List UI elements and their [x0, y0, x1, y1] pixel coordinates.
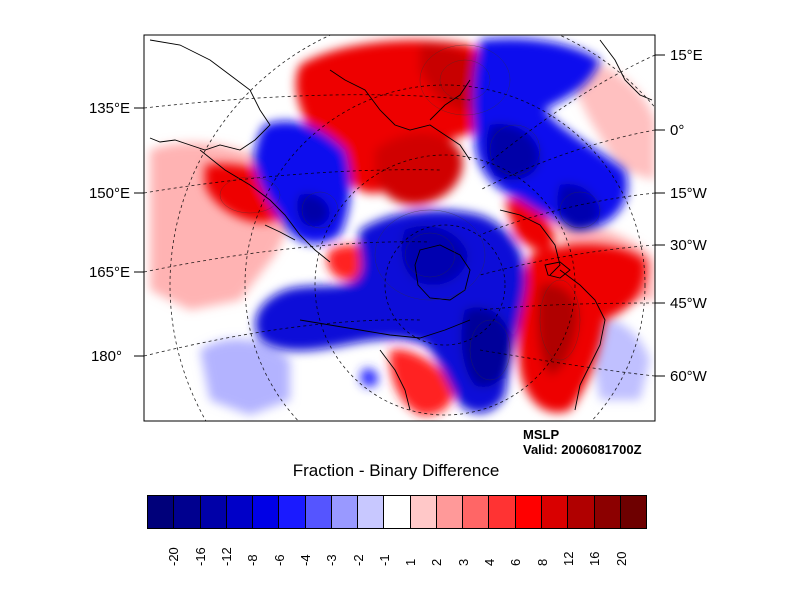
colorbar-label: 12	[561, 551, 577, 566]
colorbar-swatch	[331, 496, 359, 528]
colorbar-label: 20	[613, 551, 629, 566]
map-plot-area	[144, 35, 655, 421]
colorbar	[147, 495, 647, 529]
colorbar-swatch	[568, 496, 595, 528]
colorbar-label: 2	[429, 558, 445, 566]
colorbar-label: 4	[482, 558, 498, 566]
colorbar-swatch	[515, 496, 542, 528]
colorbar-swatch	[594, 496, 621, 528]
anomaly-regions	[205, 38, 646, 416]
lon-label-left: 150°E	[88, 185, 130, 202]
tick-marks	[134, 54, 665, 377]
plot-title: Fraction - Binary Difference	[292, 461, 500, 480]
graticule	[144, 35, 655, 421]
colorbar-label: 1	[403, 558, 419, 566]
colorbar-label: 8	[534, 558, 550, 566]
colorbar-swatch	[463, 496, 490, 528]
colorbar-label: -16	[192, 547, 208, 566]
colorbar-swatch	[305, 496, 332, 528]
lon-label-right: 15°W	[670, 185, 707, 202]
isolines	[219, 44, 601, 381]
colorbar-label: -2	[350, 554, 366, 566]
colorbar-label: -3	[324, 554, 340, 566]
colorbar-swatch	[541, 496, 569, 528]
lon-label-right: 15°E	[670, 47, 703, 64]
colorbar-label: 3	[455, 558, 471, 566]
colorbar-swatch	[489, 496, 516, 528]
colorbar-label: -4	[297, 554, 313, 566]
colorbar-swatch	[200, 496, 227, 528]
colorbar-label: -1	[376, 554, 392, 566]
field-name: MSLP	[523, 427, 560, 442]
colorbar-swatch	[410, 496, 437, 528]
colorbar-labels: -20 -16 -12 -8 -6 -4 -3 -2 -1 1 2 3 4 6 8 12 16 20	[147, 532, 647, 572]
colorbar-label: -8	[245, 554, 261, 566]
colorbar-swatch	[384, 496, 411, 528]
colorbar-swatch	[279, 496, 306, 528]
colorbar-swatch	[253, 496, 280, 528]
colorbar-label: 6	[508, 558, 524, 566]
colorbar-swatch	[226, 496, 254, 528]
colorbar-swatch	[148, 496, 175, 528]
lon-label-left: 165°E	[88, 264, 130, 281]
colorbar-label: -12	[218, 547, 234, 566]
valid-time: Valid: 2006081700Z	[523, 442, 642, 457]
lon-label-right: 60°W	[670, 368, 707, 385]
colorbar-swatch	[436, 496, 464, 528]
colorbar-swatch	[358, 496, 385, 528]
lon-label-left: 135°E	[88, 100, 130, 117]
colorbar-swatch	[174, 496, 201, 528]
colorbar-label: -20	[166, 547, 182, 566]
colorbar-swatch	[620, 496, 647, 528]
map-frame	[143, 34, 656, 422]
lon-label-right: 30°W	[670, 237, 707, 254]
colorbar-label: 16	[587, 551, 603, 566]
colorbar-label: -6	[271, 554, 287, 566]
lon-label-left: 180°	[90, 348, 122, 365]
lon-label-right: 0°	[670, 122, 685, 139]
lon-label-right: 45°W	[670, 295, 707, 312]
coastlines	[149, 39, 653, 411]
